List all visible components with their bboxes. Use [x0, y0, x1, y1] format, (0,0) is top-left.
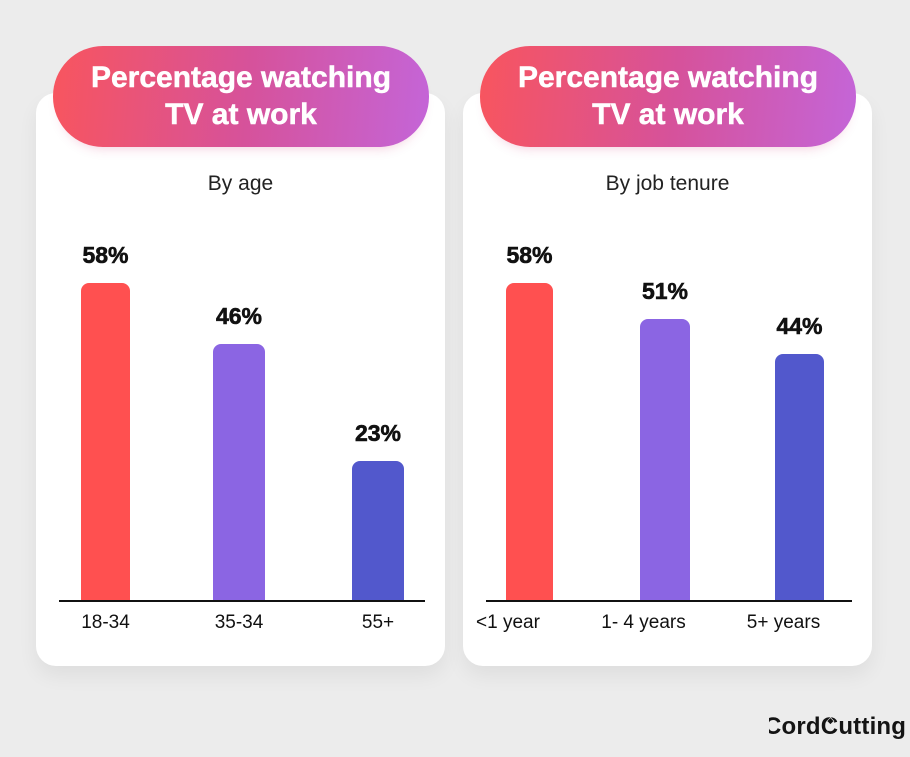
svg-text:CordCutting: CordCutting: [769, 713, 906, 740]
